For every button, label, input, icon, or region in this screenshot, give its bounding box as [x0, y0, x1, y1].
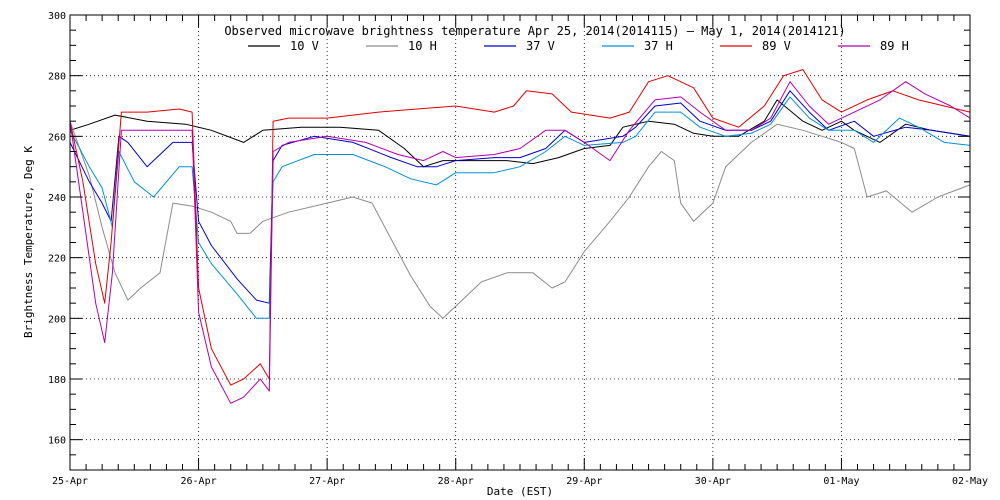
series-line-10-v	[69, 99, 971, 168]
x-tick-label: 01-May	[823, 476, 859, 487]
y-tick-label: 280	[48, 72, 66, 83]
x-axis-label: Date (EST)	[487, 485, 553, 498]
y-tick-label: 160	[48, 436, 66, 447]
x-tick-label: 27-Apr	[309, 476, 345, 487]
y-axis-label: Brightness Temperature, Deg K	[22, 146, 35, 338]
series-line-89-h	[69, 81, 971, 404]
x-tick-label: 30-Apr	[695, 476, 731, 487]
legend-label: 89 H	[880, 39, 909, 53]
legend-label: 10 V	[290, 39, 319, 53]
series-lines	[69, 69, 971, 404]
plot-frame	[69, 14, 971, 471]
y-tick-label: 260	[48, 132, 66, 143]
axis-ticks: 160 180 200 220 240 260 280 300 25-Apr 26-Apr 27-A…	[48, 11, 988, 487]
chart-title: Observed microwave brightness temperatur…	[224, 24, 845, 38]
y-tick-label: 200	[48, 314, 66, 325]
y-tick-label: 180	[48, 375, 66, 386]
series-line-10-h	[69, 121, 971, 319]
legend-label: 10 H	[408, 39, 437, 53]
x-tick-label: 02-May	[952, 476, 988, 487]
x-tick-label: 28-Apr	[438, 476, 474, 487]
x-tick-label: 26-Apr	[181, 476, 217, 487]
series-line-37-h	[69, 96, 971, 319]
legend-label: 37 V	[526, 39, 555, 53]
legend-label: 89 V	[762, 39, 791, 53]
y-tick-label: 300	[48, 11, 66, 22]
series-line-89-v	[69, 69, 971, 386]
series-line-37-v	[69, 90, 971, 304]
y-tick-label: 220	[48, 254, 66, 265]
x-tick-label: 25-Apr	[52, 476, 88, 487]
y-tick-label: 240	[48, 193, 66, 204]
grid-lines	[70, 15, 970, 470]
x-tick-label: 29-Apr	[566, 476, 602, 487]
legend-label: 37 H	[644, 39, 673, 53]
legend: 10 V 10 H 37 V 37 H 89 V 89 H	[248, 39, 909, 53]
